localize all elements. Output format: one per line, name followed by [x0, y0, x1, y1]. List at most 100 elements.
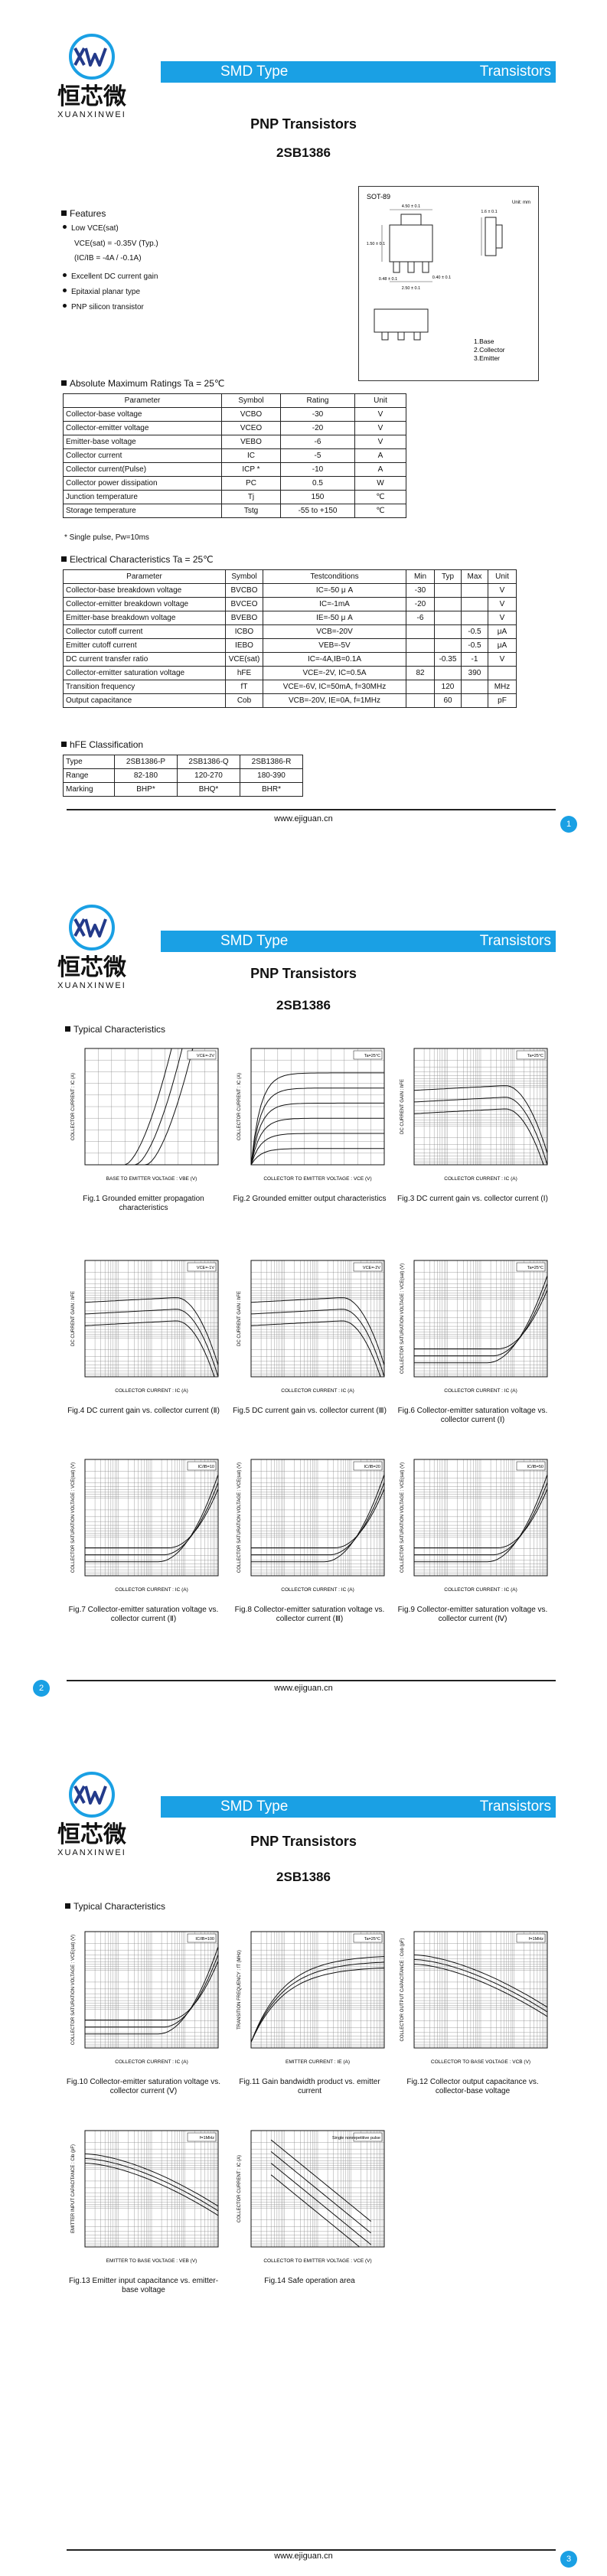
curve: [251, 1967, 384, 2043]
note-box: [187, 1050, 217, 1060]
figure-caption: Fig.5 DC current gain vs. collector curr…: [233, 1407, 387, 1415]
curve: [251, 1482, 384, 1556]
package-name: SOT-89: [367, 193, 390, 201]
hfe-table: Type 2SB1386-P 2SB1386-Q 2SB1386-R Range 82-1…: [63, 755, 303, 797]
figure-caption: Fig.13 Emitter input capacitance vs. emi…: [68, 2277, 219, 2294]
table-cell: VCBO: [221, 407, 281, 422]
x-axis-label: COLLECTOR CURRENT : IC (A): [444, 1587, 517, 1593]
figure: IC/IB=50 COLLECTOR CURRENT : IC (A) COLLEC…: [394, 1456, 551, 1632]
curve: [85, 1489, 218, 1548]
hfe-heading: hFE Classification: [61, 739, 143, 750]
logo-ring: [69, 34, 115, 80]
plot-frame: [250, 2130, 385, 2248]
chart: VCE=-1V COLLECTOR CURRENT : IC (A) DC CURR…: [71, 1260, 219, 1394]
chart: IC/IB=50 COLLECTOR CURRENT : IC (A) COLLEC…: [400, 1459, 548, 1593]
figure: Ta=25°C COLLECTOR CURRENT : IC (A) COLLECT…: [394, 1257, 551, 1433]
table-row: Emitter-base breakdown voltage BVEBO IE=-5…: [63, 611, 517, 625]
figure: VCE=-2V COLLECTOR CURRENT : IC (A) DC CURR…: [231, 1257, 388, 1433]
curve: [85, 1954, 218, 2028]
logo-mark: [69, 905, 115, 951]
logo: 恒芯微 XUANXINWEI: [46, 1771, 138, 1859]
note-box: [353, 1050, 383, 1060]
table-cell: [406, 624, 435, 639]
figure: IC/IB=10 COLLECTOR CURRENT : IC (A) COLLEC…: [65, 1456, 222, 1632]
plot-frame: [250, 1048, 385, 1166]
chart: Ta=25°C COLLECTOR TO EMITTER VOLTAGE : VC…: [237, 1048, 385, 1182]
plot-frame: [84, 2130, 219, 2248]
chart-note: IC/IB=10: [197, 1465, 214, 1469]
page-number: 2: [33, 1680, 50, 1697]
table-cell: Emitter cutoff current: [63, 638, 226, 653]
heading-text: hFE Classification: [70, 739, 144, 750]
table-cell: Storage temperature: [63, 504, 222, 518]
table-cell: [461, 583, 488, 598]
figure-caption: Fig.7 Collector-emitter saturation volta…: [68, 1606, 219, 1623]
table-cell: BHP*: [114, 782, 178, 797]
table-row: Transition frequency fT VCE=-6V, IC=50mA, …: [63, 680, 517, 694]
y-axis-label: COLLECTOR SATURATION VOLTAGE : VCE(sat) …: [400, 1264, 405, 1374]
table-cell: V: [488, 611, 517, 625]
table-cell: [406, 638, 435, 653]
y-axis-label: TRANSITION FREQUENCY : fT (MHz): [237, 1950, 242, 2030]
y-axis-label: DC CURRENT GAIN : hFE: [71, 1291, 76, 1346]
table-cell: -6: [406, 611, 435, 625]
table-row: Collector current IC -5 A: [63, 448, 406, 463]
y-axis-label: COLLECTOR CURRENT : IC (A): [237, 2155, 242, 2222]
curve: [85, 1048, 194, 1165]
pin-label: 2.Collector: [474, 346, 505, 354]
logo-ring: [69, 1772, 115, 1818]
table-cell: ICBO: [225, 624, 263, 639]
table-cell: Collector-base voltage: [63, 407, 222, 422]
figure: VCE=-1V COLLECTOR CURRENT : IC (A) DC CURR…: [65, 1257, 222, 1433]
table-cell: -30: [406, 583, 435, 598]
figure-caption: Fig.14 Safe operation area: [264, 2277, 355, 2285]
figure-caption: Fig.3 DC current gain vs. collector curr…: [397, 1195, 548, 1203]
x-axis-label: EMITTER CURRENT : IE (A): [286, 2059, 350, 2065]
table-row: Parameter Symbol Rating Unit: [63, 393, 406, 408]
curve: [85, 2163, 218, 2216]
figure-caption: Fig.9 Collector-emitter saturation volta…: [397, 1606, 548, 1623]
table-cell: hFE: [225, 666, 263, 680]
logo-english: XUANXINWEI: [57, 1848, 126, 1857]
part-number: 2SB1386: [276, 1870, 331, 1884]
table-cell: Collector current(Pulse): [63, 462, 222, 477]
table-cell: -6: [280, 435, 355, 449]
table-cell: Junction temperature: [63, 490, 222, 504]
plot-frame: [84, 1048, 219, 1166]
note-box: [187, 2132, 217, 2142]
table-cell: -1: [461, 652, 488, 667]
logo: 恒芯微 XUANXINWEI: [46, 33, 138, 121]
logo-letters: [73, 47, 107, 67]
table-row: Range 82-180 120-270 180-390: [63, 768, 303, 783]
table-cell: BHQ*: [177, 782, 240, 797]
table-cell: IC=-50 μ A: [263, 583, 406, 598]
dimension-label: 1.6 ± 0.1: [481, 210, 497, 214]
table-cell: Transition frequency: [63, 680, 226, 694]
table-cell: [461, 597, 488, 611]
note-box: [353, 2132, 383, 2142]
bullet: [65, 1903, 70, 1909]
table-cell: -0.5: [461, 624, 488, 639]
column-header: Testconditions: [263, 569, 406, 584]
table-cell: ICP *: [221, 462, 281, 477]
x-axis-label: COLLECTOR CURRENT : IC (A): [444, 1388, 517, 1394]
package-outline: [397, 331, 405, 341]
curve: [414, 1283, 547, 1357]
chart: IC/IB=20 COLLECTOR CURRENT : IC (A) COLLEC…: [237, 1459, 385, 1593]
table-cell: -55 to +150: [280, 504, 355, 518]
table-cell: 0.5: [280, 476, 355, 491]
table-cell: -0.5: [461, 638, 488, 653]
table-row: Collector-emitter saturation voltage hFE V…: [63, 666, 517, 680]
note-box: [353, 1933, 383, 1943]
curve: [414, 1964, 547, 2017]
feature-item: PNP silicon transistor: [63, 303, 144, 311]
table-cell: Collector-emitter voltage: [63, 421, 222, 435]
figure: f=1MHz COLLECTOR TO BASE VOLTAGE : VCB (V…: [394, 1929, 551, 2105]
table-row: Collector-emitter voltage VCEO -20 V: [63, 421, 406, 435]
feature-text: PNP silicon transistor: [71, 303, 144, 311]
header-type: SMD Type: [220, 64, 289, 80]
table-cell: Collector current: [63, 448, 222, 463]
curve: [251, 1087, 384, 1165]
table-cell: -20: [280, 421, 355, 435]
table-cell: BVCBO: [225, 583, 263, 598]
